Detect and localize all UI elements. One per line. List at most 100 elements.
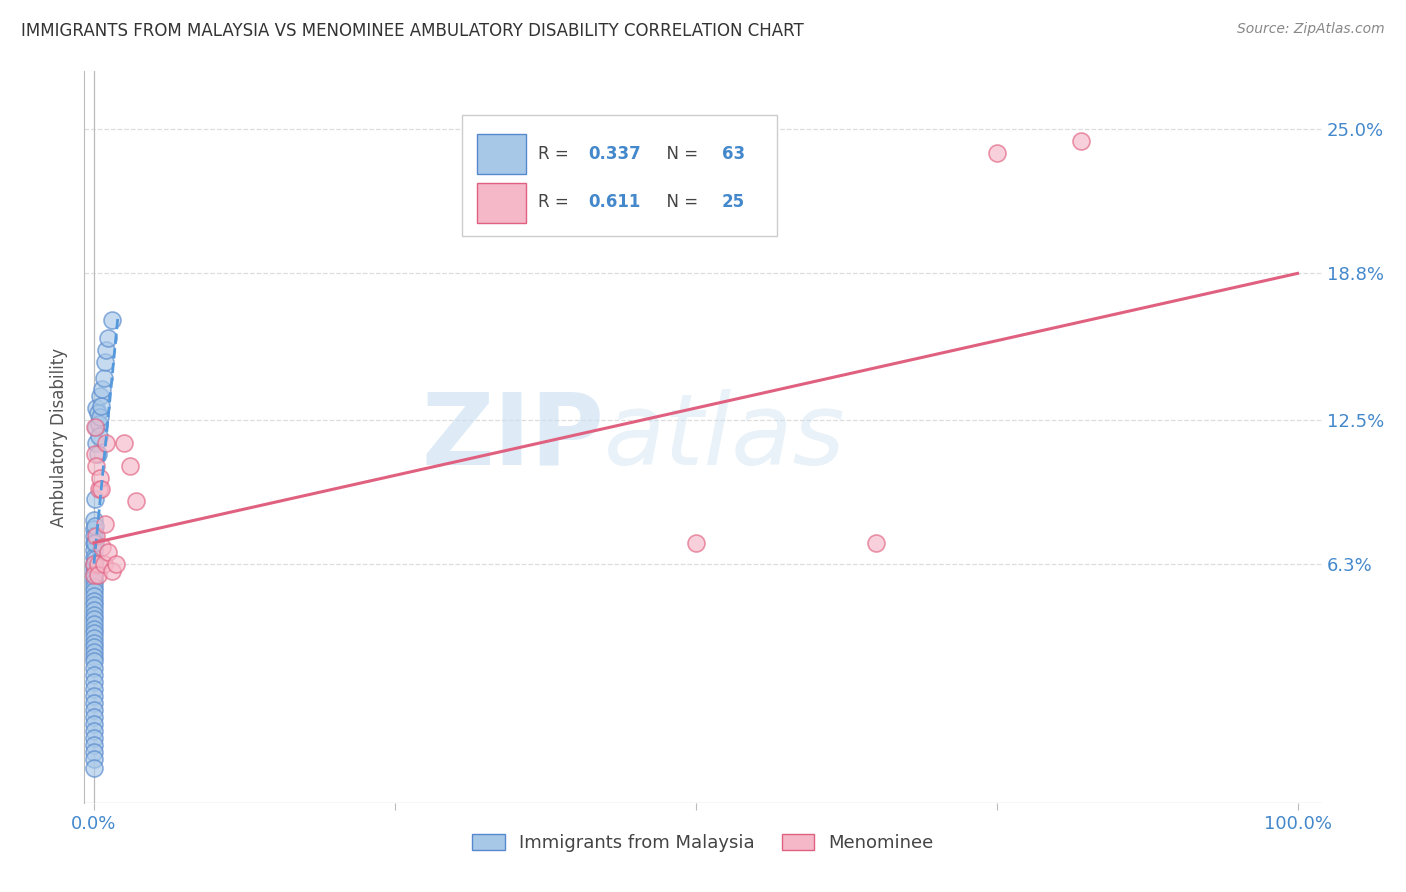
Point xyxy=(89,389,111,403)
Point xyxy=(83,594,105,608)
Point xyxy=(86,568,108,582)
Text: 0.337: 0.337 xyxy=(588,145,641,163)
Text: R =: R = xyxy=(538,194,579,211)
Point xyxy=(83,599,105,613)
Point xyxy=(90,483,112,497)
Point xyxy=(685,535,707,549)
Point xyxy=(84,419,107,434)
Text: R =: R = xyxy=(538,145,575,163)
Point xyxy=(120,459,142,474)
Point xyxy=(86,436,108,450)
Point xyxy=(101,564,124,578)
Point xyxy=(87,429,110,443)
Point xyxy=(83,626,105,640)
Point xyxy=(87,483,110,497)
Point xyxy=(83,570,105,584)
Point xyxy=(83,580,105,594)
Point xyxy=(101,313,124,327)
Point xyxy=(83,557,105,571)
Point xyxy=(83,668,105,682)
Point xyxy=(125,494,148,508)
Text: atlas: atlas xyxy=(605,389,845,485)
Point xyxy=(83,738,105,752)
Point xyxy=(97,545,120,559)
Point xyxy=(86,401,108,415)
FancyBboxPatch shape xyxy=(461,115,778,235)
Point xyxy=(83,557,105,571)
Point xyxy=(986,145,1008,160)
Text: 63: 63 xyxy=(721,145,745,163)
Point xyxy=(87,417,110,432)
Point xyxy=(91,541,114,555)
Point xyxy=(83,607,105,622)
Point xyxy=(83,603,105,617)
Legend: Immigrants from Malaysia, Menominee: Immigrants from Malaysia, Menominee xyxy=(465,827,941,860)
Text: Source: ZipAtlas.com: Source: ZipAtlas.com xyxy=(1237,22,1385,37)
Point xyxy=(94,436,117,450)
Point xyxy=(83,584,105,599)
Point xyxy=(83,631,105,645)
Text: IMMIGRANTS FROM MALAYSIA VS MENOMINEE AMBULATORY DISABILITY CORRELATION CHART: IMMIGRANTS FROM MALAYSIA VS MENOMINEE AM… xyxy=(21,22,804,40)
Point xyxy=(865,535,887,549)
Point xyxy=(83,675,105,690)
Point xyxy=(84,552,107,566)
Point xyxy=(83,589,105,603)
Point xyxy=(83,645,105,659)
Point xyxy=(84,519,107,533)
Point xyxy=(83,622,105,636)
Point xyxy=(83,710,105,724)
Point xyxy=(89,410,111,425)
Point xyxy=(93,557,115,571)
Point xyxy=(83,731,105,745)
Point xyxy=(94,354,117,368)
Point xyxy=(83,696,105,710)
Point xyxy=(86,529,108,543)
Point xyxy=(83,612,105,626)
Point xyxy=(112,436,135,450)
Text: 0.611: 0.611 xyxy=(588,194,640,211)
Point xyxy=(84,535,107,549)
Point xyxy=(83,716,105,731)
Point xyxy=(84,491,107,506)
Text: 25: 25 xyxy=(721,194,745,211)
FancyBboxPatch shape xyxy=(477,183,526,223)
Point xyxy=(83,512,105,526)
Point xyxy=(83,661,105,675)
Point xyxy=(83,703,105,717)
Point xyxy=(83,617,105,632)
Point xyxy=(83,561,105,575)
Point xyxy=(83,529,105,543)
Point xyxy=(83,745,105,759)
Point xyxy=(83,542,105,557)
FancyBboxPatch shape xyxy=(477,134,526,174)
Point xyxy=(83,654,105,668)
Point xyxy=(86,557,108,571)
Point xyxy=(91,383,114,397)
Point xyxy=(89,471,111,485)
Point xyxy=(83,549,105,564)
Point xyxy=(93,371,115,385)
Point xyxy=(1070,134,1092,148)
Point xyxy=(83,566,105,580)
Point xyxy=(83,681,105,696)
Point xyxy=(83,522,105,536)
Point xyxy=(83,689,105,703)
Point xyxy=(97,331,120,345)
Text: ZIP: ZIP xyxy=(422,389,605,485)
Point xyxy=(86,459,108,474)
Point xyxy=(94,517,117,532)
Point xyxy=(86,406,108,420)
Point xyxy=(83,723,105,738)
Point xyxy=(83,649,105,664)
Point xyxy=(83,635,105,649)
Point xyxy=(104,557,127,571)
Y-axis label: Ambulatory Disability: Ambulatory Disability xyxy=(51,348,69,526)
Point xyxy=(83,640,105,655)
Point xyxy=(83,575,105,590)
Point xyxy=(83,535,105,549)
Point xyxy=(86,448,108,462)
Text: N =: N = xyxy=(657,194,703,211)
Point xyxy=(83,761,105,775)
Point xyxy=(86,419,108,434)
Point xyxy=(94,343,117,357)
